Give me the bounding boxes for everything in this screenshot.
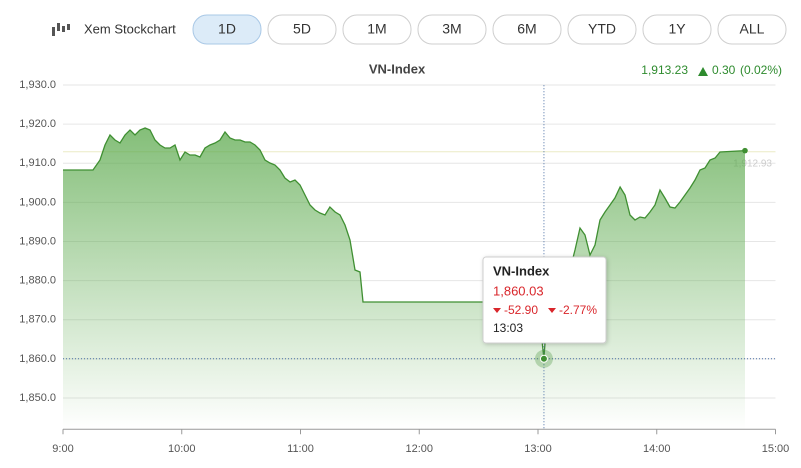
range-label[interactable]: ALL xyxy=(740,21,765,37)
tooltip-change-pct: -2.77% xyxy=(559,303,597,317)
reference-label: 1,912.93 xyxy=(733,158,772,169)
range-button[interactable] xyxy=(192,14,262,45)
tooltip-value: 1,860.03 xyxy=(493,283,544,298)
range-button[interactable] xyxy=(492,14,562,45)
x-tick-label: 13:00 xyxy=(524,443,552,455)
down-arrow xyxy=(493,308,501,313)
y-tick-label: 1,910.0 xyxy=(19,157,56,169)
x-tick-label: 10:00 xyxy=(168,443,196,455)
area xyxy=(63,128,745,430)
range-label[interactable]: 1D xyxy=(218,21,236,37)
range-label[interactable]: 1Y xyxy=(668,21,686,37)
range-button[interactable] xyxy=(642,14,712,45)
x-tick-label: 12:00 xyxy=(405,443,433,455)
last-point xyxy=(742,147,748,154)
y-tick-label: 1,900.0 xyxy=(19,196,56,208)
chart-title: VN-Index xyxy=(369,61,426,76)
x-tick-label: 14:00 xyxy=(643,443,671,455)
y-tick-label: 1,890.0 xyxy=(19,235,56,247)
y-tick-label: 1,930.0 xyxy=(19,79,56,91)
tooltip-change: -52.90 xyxy=(504,303,538,317)
change-pct: (0.02%) xyxy=(740,63,782,77)
range-button[interactable] xyxy=(567,14,637,45)
range-button[interactable] xyxy=(717,14,787,45)
down-arrow xyxy=(548,308,556,313)
range-button[interactable] xyxy=(342,14,412,45)
change: 0.30 xyxy=(712,63,736,77)
range-label[interactable]: YTD xyxy=(588,21,616,37)
y-tick-label: 1,850.0 xyxy=(19,392,56,404)
range-label[interactable]: 5D xyxy=(293,21,311,37)
stockchart-icon xyxy=(52,23,70,36)
stockchart-link[interactable]: Xem Stockchart xyxy=(84,21,176,36)
range-label[interactable]: 3M xyxy=(442,21,461,37)
tooltip-time: 13:03 xyxy=(493,321,523,335)
x-tick-label: 15:00 xyxy=(762,443,790,455)
y-tick-label: 1,920.0 xyxy=(19,118,56,130)
tooltip-name: VN-Index xyxy=(493,263,550,278)
hover-point xyxy=(539,354,548,363)
up-arrow xyxy=(698,67,708,76)
range-button[interactable] xyxy=(267,14,337,45)
line xyxy=(63,127,746,359)
y-tick-label: 1,880.0 xyxy=(19,275,56,287)
last-value: 1,913.23 xyxy=(641,63,688,77)
y-tick-label: 1,870.0 xyxy=(19,314,56,326)
range-button[interactable] xyxy=(417,14,487,45)
y-tick-label: 1,860.0 xyxy=(19,353,56,365)
x-tick-label: 11:00 xyxy=(287,443,314,455)
tooltip: VN-Index 1,860.03 -52.90 -2.77% 13:03 xyxy=(482,256,607,344)
range-label[interactable]: 6M xyxy=(517,21,536,37)
range-label[interactable]: 1M xyxy=(367,21,386,37)
x-tick-label: 9:00 xyxy=(52,443,73,455)
tooltip-box xyxy=(482,256,607,344)
